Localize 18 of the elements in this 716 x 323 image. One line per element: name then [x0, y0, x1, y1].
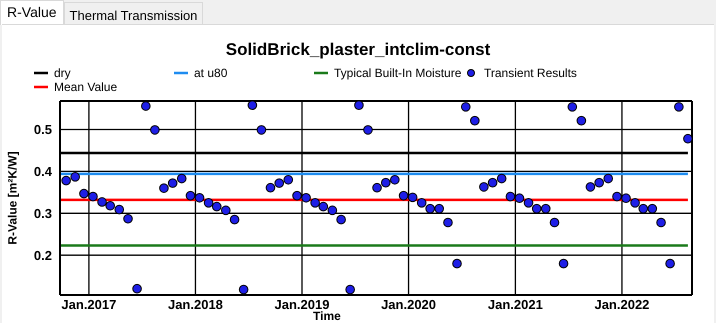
tab: Thermal Transmission [64, 2, 204, 25]
x-tick-label: Jan.2017 [61, 297, 116, 312]
y-tick-label: 0.5 [34, 122, 52, 138]
x-tick-label: Jan.2020 [381, 297, 436, 312]
legend-label: Mean Value [54, 80, 118, 94]
x-tick-label: Jan.2022 [594, 297, 650, 312]
legend-label: Transient Results [484, 66, 577, 80]
legend-label: Typical Built-In Moisture [334, 66, 462, 80]
tab: R-Value [0, 0, 64, 25]
y-tick-label: 0.3 [34, 206, 52, 221]
y-axis-title: R-Value [m²K/W] [5, 151, 20, 245]
legend-label: at u80 [194, 66, 228, 80]
x-tick-label: Jan.2018 [168, 297, 223, 312]
legend-label: dry [54, 66, 71, 80]
y-tick-label: 0.4 [34, 164, 53, 180]
x-tick-label: Jan.2021 [488, 297, 543, 312]
chart-title: SolidBrick_plaster_intclim-const [224, 40, 492, 60]
y-tick-label: 0.2 [34, 248, 52, 263]
